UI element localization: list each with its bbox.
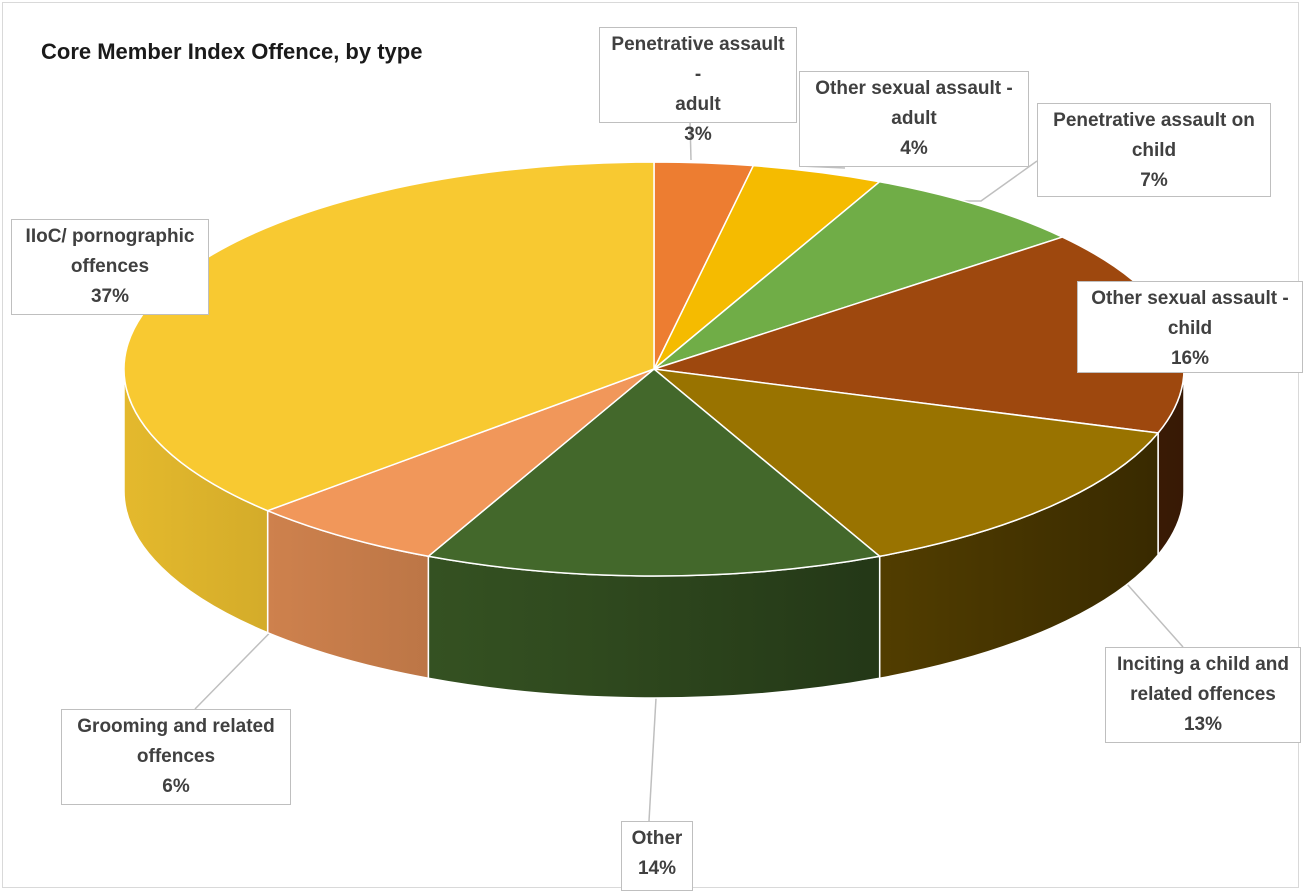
data-label-other-sexual-assault-adult: Other sexual assault - adult 4%: [799, 71, 1029, 167]
data-label-penetrative-assault-adult: Penetrative assault - adult 3%: [599, 27, 797, 145]
data-label-name: Penetrative assault -: [611, 34, 785, 85]
data-label-name: related offences: [1130, 684, 1276, 705]
data-label-value: 6%: [162, 776, 190, 797]
data-label-name: child: [1131, 140, 1177, 161]
data-label-value: 3%: [684, 124, 712, 145]
data-label-name: adult: [891, 108, 937, 129]
data-label-other: Other 14%: [621, 821, 693, 891]
data-label-iioc-pornographic-offences: IIoC/ pornographic offences 37%: [11, 219, 209, 315]
data-label-name: Grooming and related: [77, 716, 275, 737]
data-label-value: 16%: [1170, 348, 1210, 369]
pie-slice-inciting-a-child-and-related-offences[interactable]: [651, 367, 1160, 558]
data-label-name: IIoC/ pornographic: [25, 226, 195, 247]
data-label-name: Other: [631, 828, 683, 849]
data-label-other-sexual-assault-child: Other sexual assault - child 16%: [1077, 281, 1303, 373]
data-label-name: Inciting a child and: [1116, 654, 1290, 675]
data-label-value: 37%: [90, 286, 130, 307]
data-label-name: Other sexual assault -: [815, 78, 1013, 99]
pie-slice-grooming-and-related-offences[interactable]: [265, 368, 655, 558]
data-label-grooming-and-related-offences: Grooming and related offences 6%: [61, 709, 291, 805]
data-label-name: offences: [136, 746, 216, 767]
data-label-penetrative-assault-on-child: Penetrative assault on child 7%: [1037, 103, 1271, 197]
data-label-name: Penetrative assault on: [1053, 110, 1255, 131]
data-label-name: child: [1167, 318, 1213, 339]
data-label-name: Other sexual assault -: [1091, 288, 1289, 309]
pie-slice-penetrative-assault-on-child[interactable]: [653, 180, 1065, 370]
data-label-name: adult: [675, 94, 721, 115]
data-label-name: offences: [70, 256, 150, 277]
pie-slice-other[interactable]: [426, 368, 882, 577]
pie-chart: [123, 120, 1185, 822]
pie-side-other: [427, 555, 881, 699]
data-label-inciting-a-child-and-related-offences: Inciting a child and related offences 13%: [1105, 647, 1301, 743]
leader-line-penetrative-assault-adult: [689, 120, 692, 161]
data-label-value: 14%: [637, 858, 677, 879]
leader-line-penetrative-assault-on-child: [945, 160, 1038, 202]
chart-title: Core Member Index Offence, by type: [41, 39, 423, 64]
data-label-value: 7%: [1140, 170, 1168, 191]
data-label-value: 13%: [1183, 714, 1223, 735]
data-label-value: 4%: [900, 138, 928, 159]
